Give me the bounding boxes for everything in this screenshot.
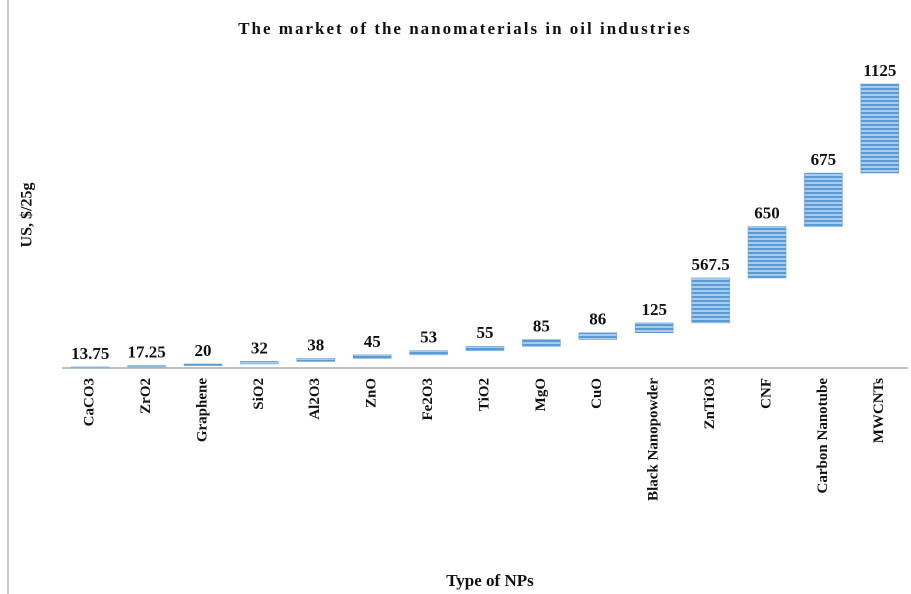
bar: [296, 358, 336, 362]
x-tick-label: ZnTiO3: [702, 378, 718, 429]
x-tick-label: MgO: [533, 378, 549, 411]
bar: [691, 277, 730, 324]
data-label: 53: [420, 328, 437, 347]
x-axis-label: Type of NPs: [446, 571, 534, 590]
data-label: 55: [477, 323, 494, 342]
data-label: 45: [364, 332, 381, 351]
data-label: 17.25: [127, 342, 165, 361]
data-label: 20: [195, 341, 212, 360]
x-tick-label: TiO2: [476, 378, 492, 411]
data-label: 85: [533, 316, 550, 335]
bar: [352, 354, 392, 359]
x-tick-label: ZrO2: [138, 378, 154, 414]
x-tick-label: CNF: [758, 378, 774, 409]
data-label: 675: [811, 150, 837, 169]
x-tick-label: MWCNTs: [871, 378, 887, 443]
bar: [465, 346, 505, 351]
bar: [240, 361, 279, 365]
data-label: 650: [754, 203, 780, 222]
data-label: 38: [307, 335, 324, 354]
x-tick-label: Al2O3: [307, 378, 323, 420]
bar: [860, 83, 900, 174]
x-tick-label: ZnO: [364, 378, 380, 408]
x-tick-label: Fe2O3: [420, 378, 436, 421]
bar: [578, 332, 618, 340]
data-label: 567.5: [691, 255, 729, 274]
data-label: 125: [641, 300, 667, 319]
data-label: 32: [251, 338, 268, 357]
x-tick-label: Graphene: [194, 378, 210, 443]
bar: [70, 366, 110, 369]
chart-title: The market of the nanomaterials in oil i…: [238, 19, 692, 38]
data-label: 1125: [863, 61, 896, 80]
bar: [127, 365, 166, 368]
x-tick-label: CaCO3: [82, 378, 98, 426]
x-tick-label: Black Nanopowder: [646, 378, 662, 501]
bar: [409, 350, 448, 356]
y-axis-label: US, $/25g: [19, 183, 36, 248]
x-tick-label: SiO2: [251, 378, 267, 410]
bar: [522, 339, 561, 347]
x-tick-label: Carbon Nanotube: [815, 378, 831, 494]
bar: [183, 363, 223, 366]
bar: [634, 322, 674, 334]
x-tick-label: CuO: [589, 378, 605, 409]
data-label: 13.75: [71, 344, 109, 363]
bar: [804, 172, 843, 227]
data-label: 86: [589, 310, 606, 329]
bar: [747, 226, 787, 279]
